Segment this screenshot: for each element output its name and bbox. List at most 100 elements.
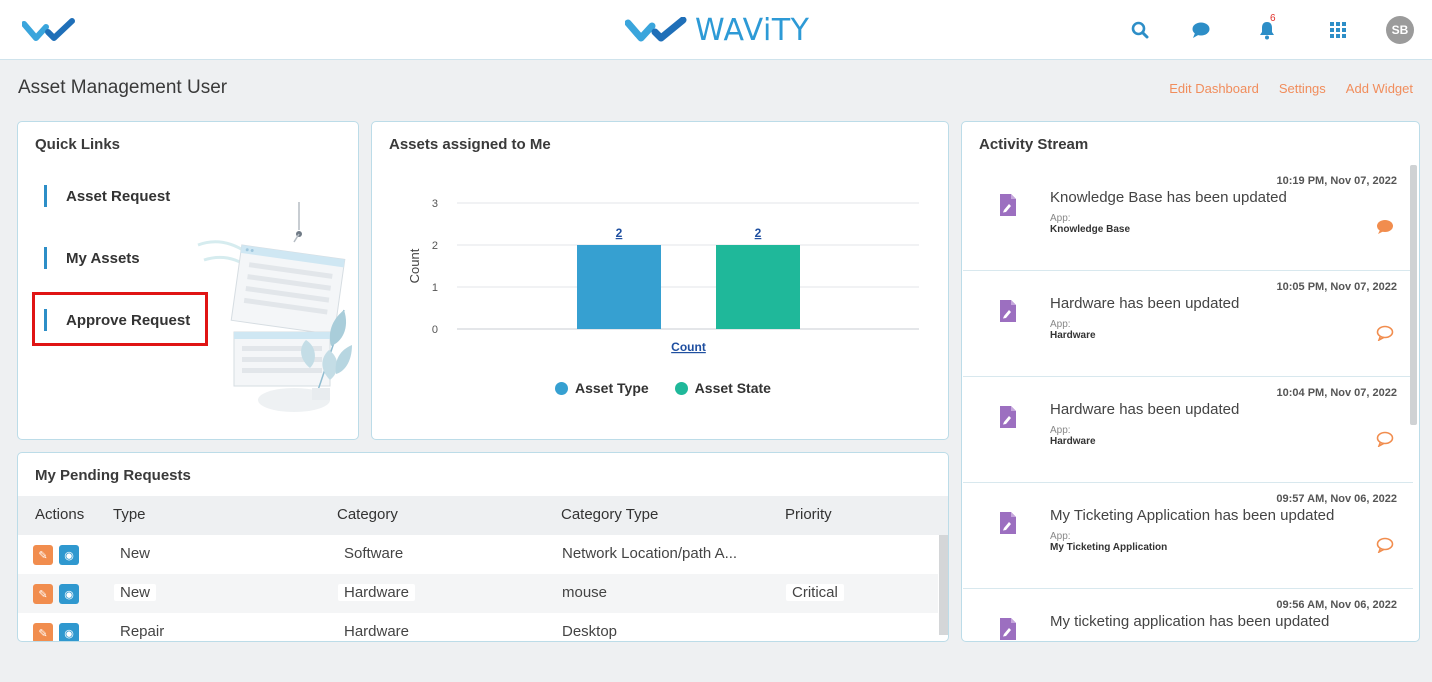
column-header-category[interactable]: Category bbox=[337, 506, 398, 523]
view-eye-icon[interactable]: ◉ bbox=[59, 584, 79, 604]
y-tick-label: 1 bbox=[432, 282, 438, 294]
bar-data-label: 2 bbox=[616, 226, 623, 240]
cell-category-type: Desktop bbox=[562, 623, 618, 640]
cell-type: Repair bbox=[114, 623, 171, 640]
quick-links-title: Quick Links bbox=[35, 136, 121, 153]
activity-scrollbar[interactable] bbox=[1410, 165, 1417, 425]
brand-name: WAViTY bbox=[695, 12, 810, 48]
chat-icon[interactable] bbox=[1189, 18, 1213, 42]
table-header: Actions Type Category Category Type Prio… bbox=[18, 496, 948, 535]
brand-logo: WAViTY bbox=[625, 12, 810, 48]
chart-legend: Asset Type Asset State bbox=[555, 380, 771, 396]
quick-link-my-assets[interactable]: My Assets bbox=[44, 247, 140, 269]
activity-item[interactable]: 10:05 PM, Nov 07, 2022 Hardware has been… bbox=[963, 271, 1413, 377]
page-title: Asset Management User bbox=[18, 77, 228, 98]
activity-app-label: App: bbox=[1050, 425, 1071, 436]
bar-asset-state bbox=[716, 245, 800, 329]
activity-app-label: App: bbox=[1050, 213, 1071, 224]
document-edit-icon bbox=[1000, 512, 1016, 534]
legend-label-asset-state: Asset State bbox=[694, 380, 771, 396]
activity-text: Knowledge Base has been updated bbox=[1050, 189, 1287, 206]
bar-asset-type bbox=[577, 245, 661, 329]
legend-dot-asset-type bbox=[555, 381, 568, 395]
edit-icon[interactable]: ✎ bbox=[33, 623, 53, 641]
add-widget-link[interactable]: Add Widget bbox=[1345, 81, 1413, 96]
legend-label-asset-type: Asset Type bbox=[575, 380, 649, 396]
activity-app-label: App: bbox=[1050, 319, 1071, 330]
activity-app-name: Hardware bbox=[1050, 330, 1096, 341]
pending-requests-title: My Pending Requests bbox=[35, 467, 191, 484]
table-row[interactable]: ✎ ◉ New Hardware mouse Critical bbox=[18, 574, 938, 613]
comment-filled-icon[interactable] bbox=[1376, 219, 1394, 235]
cell-category-type: Network Location/path A... bbox=[562, 545, 738, 562]
notification-count: 6 bbox=[1270, 13, 1276, 24]
activity-item[interactable]: 09:56 AM, Nov 06, 2022 My ticketing appl… bbox=[963, 589, 1413, 641]
assets-chart-title: Assets assigned to Me bbox=[389, 136, 551, 153]
edit-icon[interactable]: ✎ bbox=[33, 584, 53, 604]
brand-mark-icon bbox=[625, 17, 687, 42]
cell-type: New bbox=[114, 545, 157, 562]
column-header-actions: Actions bbox=[35, 506, 85, 523]
assets-chart-card: Assets assigned to Me 3 2 1 0 Count 2 2 Count A… bbox=[371, 121, 949, 440]
activity-app-name: My Ticketing Application bbox=[1050, 542, 1168, 553]
quick-link-asset-request[interactable]: Asset Request bbox=[44, 185, 170, 207]
y-tick-label: 3 bbox=[432, 198, 438, 210]
cell-category: Hardware bbox=[338, 623, 416, 640]
document-edit-icon bbox=[1000, 194, 1016, 216]
activity-text: Hardware has been updated bbox=[1050, 401, 1240, 418]
user-avatar[interactable]: SB bbox=[1386, 16, 1414, 44]
cell-category-type: mouse bbox=[562, 584, 608, 601]
highlight-box bbox=[32, 292, 208, 346]
header-links: Edit Dashboard Settings Add Widget bbox=[1169, 81, 1413, 96]
pending-requests-card: My Pending Requests Actions Type Categor… bbox=[17, 452, 949, 642]
y-axis-label: Count bbox=[407, 248, 422, 283]
legend-dot-asset-state bbox=[674, 381, 688, 395]
y-tick-label: 0 bbox=[432, 324, 438, 336]
column-header-type[interactable]: Type bbox=[113, 506, 146, 523]
comment-icon[interactable] bbox=[1376, 325, 1394, 341]
activity-text: My ticketing application has been update… bbox=[1050, 613, 1330, 630]
activity-item[interactable]: 10:04 PM, Nov 07, 2022 Hardware has been… bbox=[963, 377, 1413, 483]
x-category-label: Count bbox=[671, 340, 706, 354]
legend-asset-type[interactable]: Asset Type bbox=[555, 380, 649, 396]
document-edit-icon bbox=[1000, 406, 1016, 428]
search-icon[interactable] bbox=[1128, 18, 1152, 42]
comment-icon[interactable] bbox=[1376, 537, 1394, 553]
legend-asset-state[interactable]: Asset State bbox=[674, 380, 771, 396]
activity-app-label: App: bbox=[1050, 531, 1071, 542]
table-row[interactable]: ✎ ◉ Repair Hardware Desktop bbox=[18, 613, 938, 641]
activity-item[interactable]: 09:57 AM, Nov 06, 2022 My Ticketing Appl… bbox=[963, 483, 1413, 589]
table-row[interactable]: ✎ ◉ New Software Network Location/path A… bbox=[18, 535, 938, 574]
apps-grid-icon[interactable] bbox=[1326, 18, 1350, 42]
column-header-category-type[interactable]: Category Type bbox=[561, 506, 659, 523]
assets-bar-chart: 3 2 1 0 Count 2 2 Count bbox=[407, 198, 919, 354]
activity-item[interactable]: 10:19 PM, Nov 07, 2022 Knowledge Base ha… bbox=[963, 165, 1413, 271]
activity-stream-card: Activity Stream 10:19 PM, Nov 07, 2022 K… bbox=[961, 121, 1420, 642]
activity-text: Hardware has been updated bbox=[1050, 295, 1240, 312]
edit-icon[interactable]: ✎ bbox=[33, 545, 53, 565]
wavity-logo-icon[interactable] bbox=[22, 18, 76, 42]
y-tick-label: 2 bbox=[432, 240, 438, 252]
view-eye-icon[interactable]: ◉ bbox=[59, 545, 79, 565]
view-eye-icon[interactable]: ◉ bbox=[59, 623, 79, 641]
activity-time: 10:19 PM, Nov 07, 2022 bbox=[1276, 175, 1397, 187]
settings-link[interactable]: Settings bbox=[1278, 81, 1326, 96]
activity-stream-title: Activity Stream bbox=[979, 136, 1089, 153]
quick-links-illustration bbox=[197, 202, 352, 412]
table-scrollbar[interactable] bbox=[939, 535, 948, 635]
activity-app-name: Knowledge Base bbox=[1050, 224, 1131, 235]
cell-type: New bbox=[114, 584, 157, 601]
activity-app-name: Hardware bbox=[1050, 436, 1096, 447]
quick-link-approve-request[interactable]: Approve Request bbox=[44, 309, 190, 331]
activity-text: My Ticketing Application has been update… bbox=[1050, 507, 1335, 524]
activity-time: 09:56 AM, Nov 06, 2022 bbox=[1276, 599, 1397, 611]
quick-links-card: Quick Links Asset Request My Assets Appr… bbox=[17, 121, 359, 440]
notifications-bell-icon[interactable]: 6 bbox=[1255, 13, 1279, 42]
column-header-priority[interactable]: Priority bbox=[785, 506, 832, 523]
comment-icon[interactable] bbox=[1376, 431, 1394, 447]
bar-data-label: 2 bbox=[755, 226, 762, 240]
cell-category: Software bbox=[338, 545, 410, 562]
top-bar: WAViTY 6 SB bbox=[0, 0, 1432, 60]
edit-dashboard-link[interactable]: Edit Dashboard bbox=[1169, 81, 1259, 96]
cell-priority: Critical bbox=[786, 584, 844, 601]
